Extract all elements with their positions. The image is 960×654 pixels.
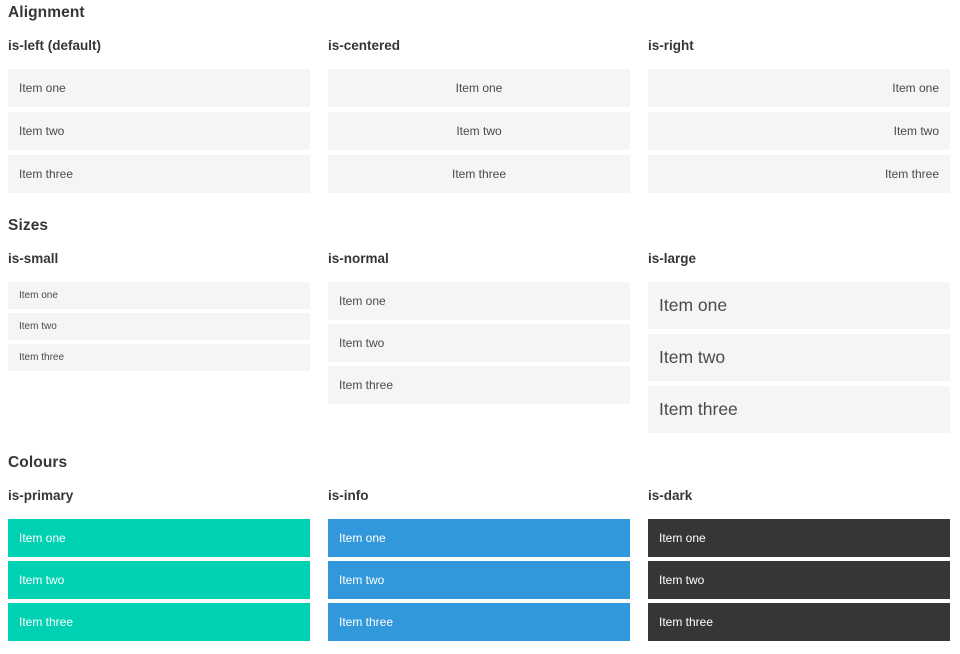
list-item[interactable]: Item three bbox=[328, 603, 630, 641]
list-item[interactable]: Item one bbox=[8, 69, 310, 107]
section-sizes: Sizes is-small Item one Item two Item th… bbox=[8, 218, 950, 438]
list-item[interactable]: Item three bbox=[648, 386, 950, 433]
list-item[interactable]: Item three bbox=[8, 155, 310, 193]
column-is-small: is-small Item one Item two Item three bbox=[8, 234, 310, 438]
column-heading-is-normal: is-normal bbox=[328, 251, 389, 266]
list-item[interactable]: Item three bbox=[328, 366, 630, 404]
list-item[interactable]: Item two bbox=[8, 561, 310, 599]
list-is-centered: Item one Item two Item three bbox=[328, 69, 630, 193]
section-title-sizes: Sizes bbox=[8, 217, 49, 234]
list-is-large: Item one Item two Item three bbox=[648, 282, 950, 433]
list-item[interactable]: Item two bbox=[8, 313, 310, 340]
list-item[interactable]: Item three bbox=[328, 155, 630, 193]
list-item[interactable]: Item one bbox=[328, 519, 630, 557]
list-item[interactable]: Item two bbox=[8, 112, 310, 150]
list-is-left: Item one Item two Item three bbox=[8, 69, 310, 193]
list-item[interactable]: Item one bbox=[648, 69, 950, 107]
list-item[interactable]: Item one bbox=[648, 519, 950, 557]
list-item[interactable]: Item one bbox=[328, 69, 630, 107]
list-item[interactable]: Item three bbox=[648, 155, 950, 193]
section-title-alignment: Alignment bbox=[8, 4, 85, 21]
column-heading-is-small: is-small bbox=[8, 251, 59, 266]
column-is-large: is-large Item one Item two Item three bbox=[648, 234, 950, 438]
column-heading-is-dark: is-dark bbox=[648, 488, 693, 503]
section-title-colours: Colours bbox=[8, 454, 68, 471]
column-heading-is-left: is-left (default) bbox=[8, 38, 101, 53]
list-item[interactable]: Item three bbox=[8, 344, 310, 371]
list-item[interactable]: Item one bbox=[328, 282, 630, 320]
list-is-small: Item one Item two Item three bbox=[8, 282, 310, 371]
list-is-primary: Item one Item two Item three bbox=[8, 519, 310, 641]
colours-columns: is-primary Item one Item two Item three … bbox=[8, 471, 950, 645]
list-is-normal: Item one Item two Item three bbox=[328, 282, 630, 404]
column-heading-is-primary: is-primary bbox=[8, 488, 74, 503]
column-is-primary: is-primary Item one Item two Item three bbox=[8, 471, 310, 645]
column-heading-is-right: is-right bbox=[648, 38, 694, 53]
list-item[interactable]: Item two bbox=[328, 324, 630, 362]
column-heading-is-centered: is-centered bbox=[328, 38, 401, 53]
list-item[interactable]: Item one bbox=[8, 519, 310, 557]
section-colours: Colours is-primary Item one Item two Ite… bbox=[8, 455, 950, 645]
column-is-normal: is-normal Item one Item two Item three bbox=[328, 234, 630, 438]
column-is-info: is-info Item one Item two Item three bbox=[328, 471, 630, 645]
list-item[interactable]: Item one bbox=[8, 282, 310, 309]
sizes-columns: is-small Item one Item two Item three is… bbox=[8, 234, 950, 438]
list-item[interactable]: Item three bbox=[648, 603, 950, 641]
list-item[interactable]: Item two bbox=[328, 561, 630, 599]
list-item[interactable]: Item two bbox=[648, 112, 950, 150]
column-is-right: is-right Item one Item two Item three bbox=[648, 21, 950, 198]
column-heading-is-info: is-info bbox=[328, 488, 369, 503]
list-is-dark: Item one Item two Item three bbox=[648, 519, 950, 641]
list-item[interactable]: Item three bbox=[8, 603, 310, 641]
column-is-left: is-left (default) Item one Item two Item… bbox=[8, 21, 310, 198]
list-is-right: Item one Item two Item three bbox=[648, 69, 950, 193]
column-is-dark: is-dark Item one Item two Item three bbox=[648, 471, 950, 645]
column-heading-is-large: is-large bbox=[648, 251, 697, 266]
list-item[interactable]: Item two bbox=[648, 561, 950, 599]
list-is-info: Item one Item two Item three bbox=[328, 519, 630, 641]
list-item[interactable]: Item two bbox=[648, 334, 950, 381]
column-is-centered: is-centered Item one Item two Item three bbox=[328, 21, 630, 198]
list-item[interactable]: Item one bbox=[648, 282, 950, 329]
section-alignment: Alignment is-left (default) Item one Ite… bbox=[8, 5, 950, 198]
alignment-columns: is-left (default) Item one Item two Item… bbox=[8, 21, 950, 198]
list-item[interactable]: Item two bbox=[328, 112, 630, 150]
